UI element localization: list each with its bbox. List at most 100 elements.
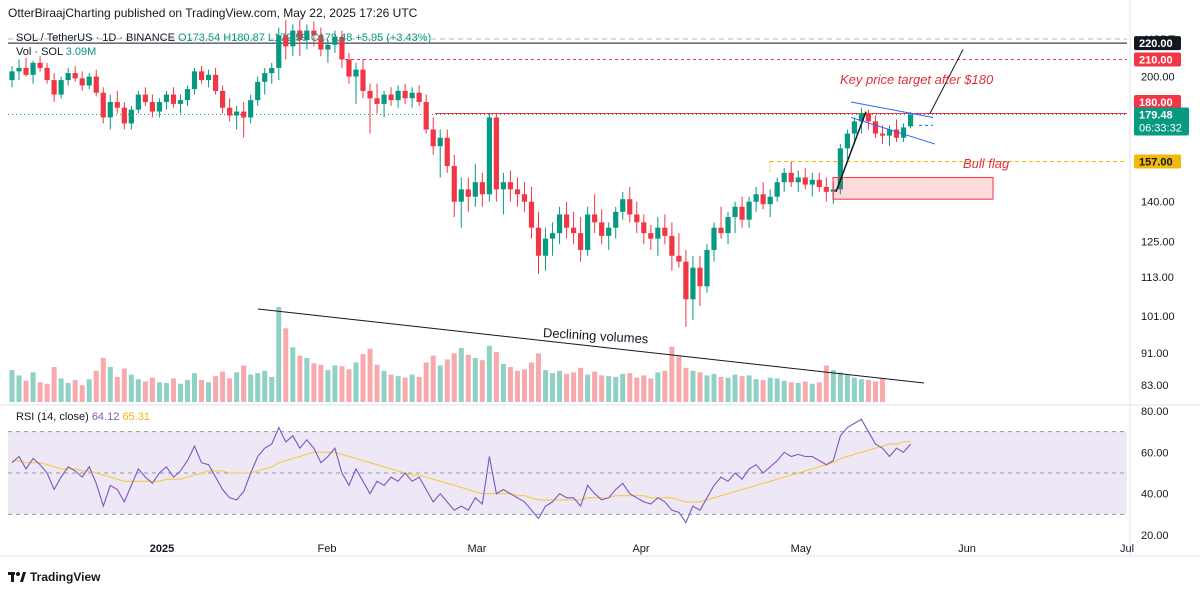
candle-body	[86, 76, 92, 86]
candle-body	[149, 102, 155, 112]
candle-body	[542, 238, 549, 256]
candle-body	[318, 35, 324, 50]
volume-bar	[648, 378, 654, 402]
rsi-lines	[11, 418, 912, 524]
volume-bar	[486, 345, 492, 402]
candle-body	[465, 189, 471, 197]
tradingview-icon	[8, 572, 26, 582]
volume-bar	[325, 370, 331, 402]
candle-body	[907, 114, 914, 127]
rsi-ma-line	[12, 440, 911, 503]
volume-bar	[613, 376, 619, 402]
price-tick-label: 140.00	[1141, 197, 1175, 209]
candle-body	[58, 80, 64, 95]
flag-upper-line	[850, 101, 934, 118]
volume-bar	[346, 369, 352, 402]
candle-body	[507, 182, 514, 190]
volume-bar	[802, 381, 808, 402]
price-tick-label: 101.00	[1141, 311, 1175, 323]
candle-body	[100, 92, 106, 118]
symbol-name[interactable]: SOL / TetherUS · 1D · BINANCE	[16, 32, 175, 44]
candle-body	[865, 113, 872, 122]
time-tick-label: Feb	[318, 543, 337, 555]
volume-bar	[262, 370, 268, 402]
candle-body	[23, 67, 29, 75]
candle-body	[823, 186, 829, 192]
volume-bar	[676, 356, 682, 402]
volume-bar	[255, 373, 261, 402]
volume-bar	[374, 364, 380, 402]
volume-bar	[227, 378, 233, 402]
candle-body	[107, 102, 113, 118]
volume-bars	[9, 307, 885, 402]
volume-bar	[458, 348, 464, 402]
annotation-bull-flag[interactable]: Bull flag	[963, 156, 1010, 171]
volume-bar	[732, 374, 738, 402]
volume-bar	[683, 367, 689, 402]
volume-bar	[851, 377, 857, 402]
volume-bar	[711, 373, 717, 402]
volume-bar	[220, 371, 226, 402]
ohlc-values: O173.54 H180.87 L172.59 C179.48 +5.95 (+…	[178, 32, 432, 44]
candle-body	[360, 69, 366, 91]
volume-bar	[739, 376, 745, 402]
annotation-target[interactable]: Key price target after $180	[840, 72, 994, 87]
volume-bar	[135, 379, 141, 402]
volume-label[interactable]: Vol · SOL	[16, 46, 63, 58]
candle-body	[725, 217, 731, 234]
candle-body	[479, 182, 485, 195]
drawings[interactable]	[257, 49, 994, 384]
volume-bar	[30, 372, 36, 402]
volume-bar	[192, 373, 198, 402]
candle-body	[781, 172, 787, 183]
candle-body	[276, 35, 282, 68]
volume-bar	[592, 371, 598, 402]
candle-body	[255, 81, 261, 101]
candle-body	[879, 133, 886, 136]
candle-body	[704, 249, 710, 287]
price-tick-label: 200.00	[1141, 72, 1175, 84]
candle-body	[395, 90, 401, 101]
candle-body	[690, 267, 696, 300]
volume-bar	[514, 370, 520, 402]
candle-body	[556, 214, 563, 234]
volume-bar	[430, 355, 436, 402]
volume-bar	[395, 376, 401, 402]
volume-bar	[557, 370, 563, 402]
volume-bar	[746, 375, 752, 402]
candle-body	[234, 111, 240, 116]
volume-bar	[304, 357, 310, 402]
volume-bar	[809, 383, 815, 402]
volume-bar	[472, 357, 478, 402]
candle-body	[563, 214, 570, 228]
candle-body	[613, 211, 619, 228]
candle-body	[837, 148, 843, 190]
volume-bar	[185, 379, 190, 402]
candle-body	[212, 74, 219, 91]
volume-bar	[72, 379, 78, 402]
volume-bar	[51, 367, 57, 402]
rsi-label[interactable]: RSI (14, close)	[16, 411, 89, 423]
badge-220-bg	[1134, 36, 1181, 51]
volume-bar	[142, 381, 148, 402]
axes: 200.00 140.00 125.00 113.00 101.00 91.00 83.00…	[150, 34, 1189, 555]
volume-bar	[149, 377, 155, 402]
volume-bar	[297, 355, 303, 402]
volume-bar	[858, 379, 864, 402]
candle-body	[535, 227, 542, 256]
candlesticks[interactable]	[9, 20, 914, 327]
candle-body	[795, 177, 801, 183]
badge-157: 157.00	[1139, 156, 1173, 168]
candle-body	[774, 182, 780, 197]
volume-bar	[844, 374, 850, 402]
volume-bar	[521, 369, 527, 402]
candle-body	[430, 129, 436, 147]
tradingview-logo[interactable]: TradingView	[8, 570, 100, 584]
volume-bar	[121, 368, 127, 402]
volume-bar	[669, 346, 675, 402]
time-tick-label: Apr	[632, 543, 649, 555]
volume-bar	[578, 367, 584, 402]
candle-body	[156, 102, 163, 112]
rsi-ma-value: 65.31	[122, 411, 150, 423]
